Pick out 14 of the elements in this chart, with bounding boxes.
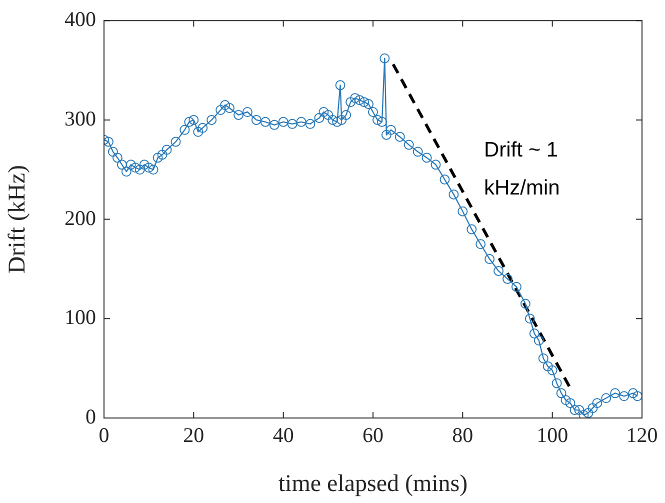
x-tick-label: 100 [536,423,568,448]
y-tick-label: 300 [64,106,96,130]
y-tick-label: 400 [64,7,96,32]
y-tick-label: 0 [86,404,96,429]
x-tick-label: 120 [626,423,658,448]
x-tick-label: 20 [183,423,204,448]
x-tick-label: 80 [452,423,474,448]
y-tick-label: 100 [64,305,96,330]
x-tick-label: 40 [272,423,294,448]
x-axis-title: time elapsed (mins) [278,470,468,497]
y-axis-title: Drift (kHz) [4,164,31,274]
annotation: Drift ~ 1 kHz/min [484,138,560,200]
x-tick-label: 60 [362,423,384,448]
y-tick-label: 200 [64,206,96,230]
